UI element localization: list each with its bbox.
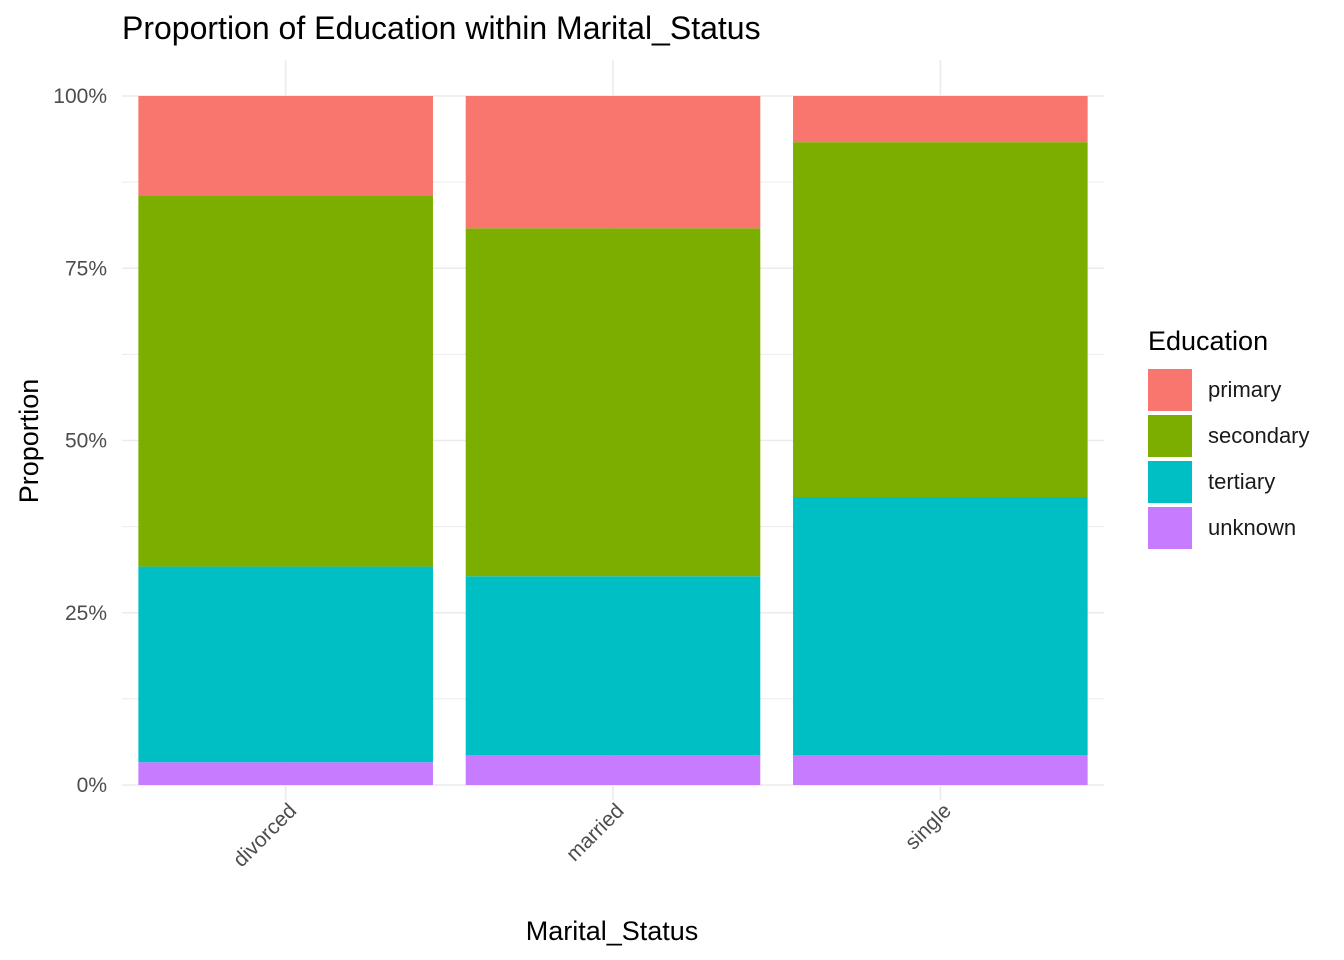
y-axis-label: Proportion [14,379,44,504]
legend-item-tertiary: tertiary [1148,459,1310,505]
bar-single-primary [793,96,1088,143]
bars [138,96,1088,785]
y-tick-label: 75% [65,257,107,280]
legend-label: primary [1208,377,1282,402]
bar-single-tertiary [793,496,1088,756]
bar-divorced-secondary [138,195,433,567]
x-tick-label-divorced: divorced [229,799,301,871]
y-tick-label: 100% [53,85,107,108]
legend-item-unknown: unknown [1148,505,1310,551]
y-tick-labels: 0% 25% 50% 75% 100% [53,85,107,797]
legend-label: unknown [1208,515,1297,540]
y-tick-label: 0% [77,774,107,797]
bar-married-primary [465,96,761,229]
bar-single-secondary [793,142,1088,497]
bar-married-unknown [465,755,761,785]
x-tick-label-married: married [562,799,629,866]
chart-title: Proportion of Education within Marital_S… [122,10,761,46]
bar-single-unknown [793,755,1088,785]
legend-swatch [1148,507,1192,549]
bar-divorced-tertiary [138,566,433,763]
x-axis-label: Marital_Status [526,916,699,946]
legend-label: tertiary [1208,469,1276,494]
legend-title: Education [1148,326,1269,356]
bar-married-secondary [465,228,761,577]
x-tick-label-single: single [901,799,956,854]
legend-swatch [1148,461,1192,503]
y-tick-label: 25% [65,602,107,625]
legend-item-primary: primary [1148,367,1310,413]
bar-divorced-primary [138,96,433,196]
bar-divorced-unknown [138,762,433,785]
legend-swatch [1148,415,1192,457]
bar-married-tertiary [465,576,761,756]
legend-item-secondary: secondary [1148,413,1310,459]
legend-swatch [1148,369,1192,411]
legend: Education primary secondary tertiary unknow… [1148,326,1310,551]
y-tick-label: 50% [65,430,107,453]
x-tick-labels: divorced married single [229,799,956,871]
legend-label: secondary [1208,423,1310,448]
